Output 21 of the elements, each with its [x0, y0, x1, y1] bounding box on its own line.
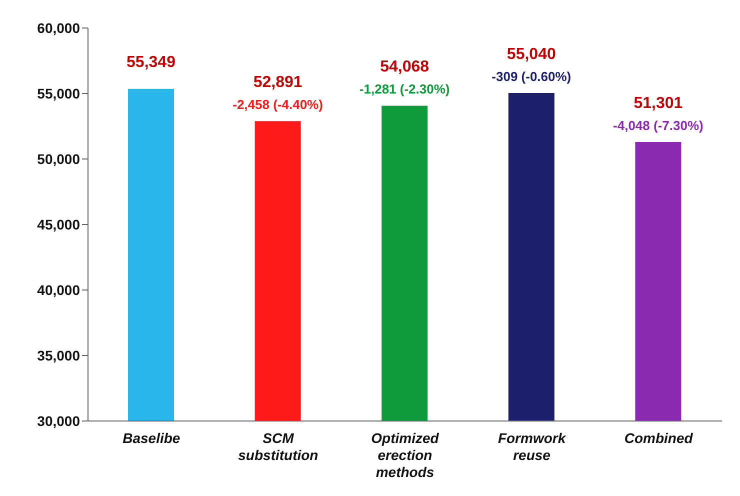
y-tick-label: 60,000 [37, 20, 80, 36]
data-label: 52,891 [253, 74, 302, 92]
y-tick-label: 30,000 [37, 412, 80, 429]
y-tick-label: 55,000 [37, 85, 80, 102]
y-tick-label: 45,000 [37, 216, 80, 232]
x-tick-label: SCM substitution [238, 430, 318, 463]
x-tick-label: Formwork reuse [498, 430, 567, 463]
y-tick-label: 50,000 [37, 150, 80, 167]
data-label: 55,349 [126, 54, 176, 71]
annotation: -2,458 (-4.40%) [232, 97, 323, 112]
y-tick-label: 40,000 [37, 282, 80, 298]
y-tick-label: 35,000 [37, 347, 80, 364]
annotation: -1,281 (-2.30%) [359, 82, 450, 97]
data-label: 54,068 [380, 58, 430, 76]
data-label: 55,040 [506, 46, 556, 63]
x-tick-label: Baselibe [122, 430, 180, 446]
annotation: -309 (-0.60%) [492, 68, 572, 84]
x-tick-label: Combined [624, 430, 694, 446]
x-tick-label: Optimized erection methods [371, 430, 440, 480]
annotation: -4,048 (-7.30%) [613, 118, 704, 133]
data-label: 51,301 [634, 94, 683, 112]
